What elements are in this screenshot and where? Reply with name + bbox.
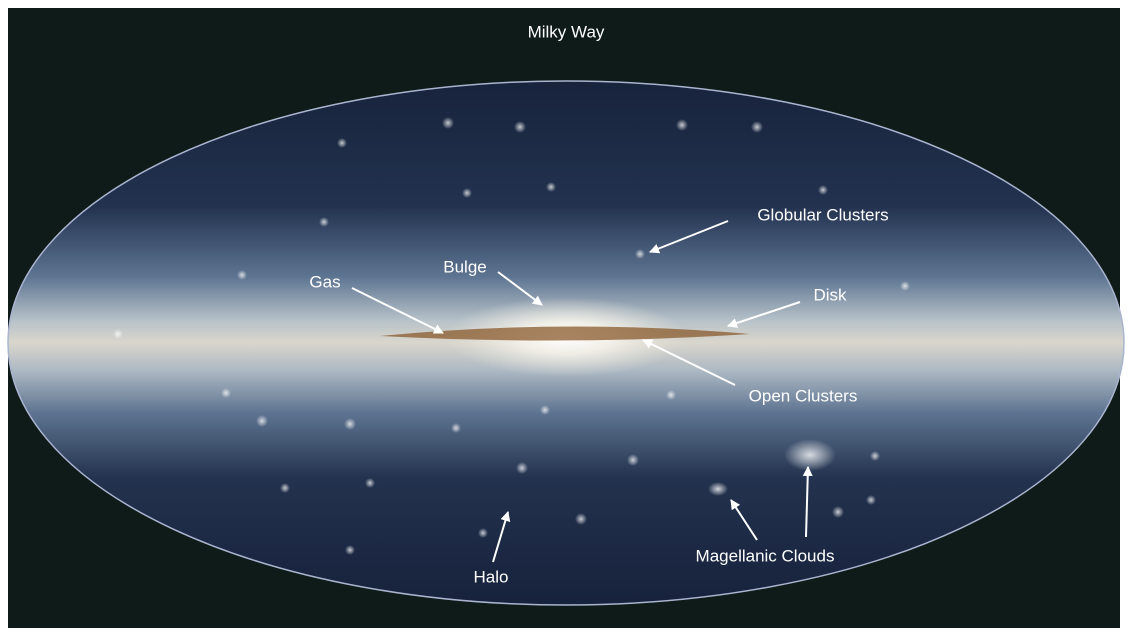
arrow (730, 499, 758, 541)
small-magellanic-cloud (708, 482, 728, 496)
arrow (642, 339, 736, 386)
label: Gas (309, 272, 340, 291)
label: Open Clusters (749, 386, 858, 405)
dust-lane (380, 326, 750, 341)
arrow (649, 220, 729, 254)
large-magellanic-cloud (784, 439, 836, 471)
sky-map (8, 81, 1124, 605)
title: Milky Way (528, 22, 605, 41)
star-clusters (113, 117, 910, 555)
sky-outline (7, 80, 1125, 606)
arrow (492, 511, 511, 563)
arrow (497, 271, 543, 306)
label: Magellanic Clouds (696, 546, 835, 565)
label: Halo (474, 567, 509, 586)
arrow (727, 301, 801, 328)
arrow (802, 466, 813, 538)
label: Bulge (443, 257, 486, 276)
arrow (351, 287, 444, 334)
label: Globular Clusters (757, 205, 888, 224)
label: Disk (813, 285, 847, 304)
